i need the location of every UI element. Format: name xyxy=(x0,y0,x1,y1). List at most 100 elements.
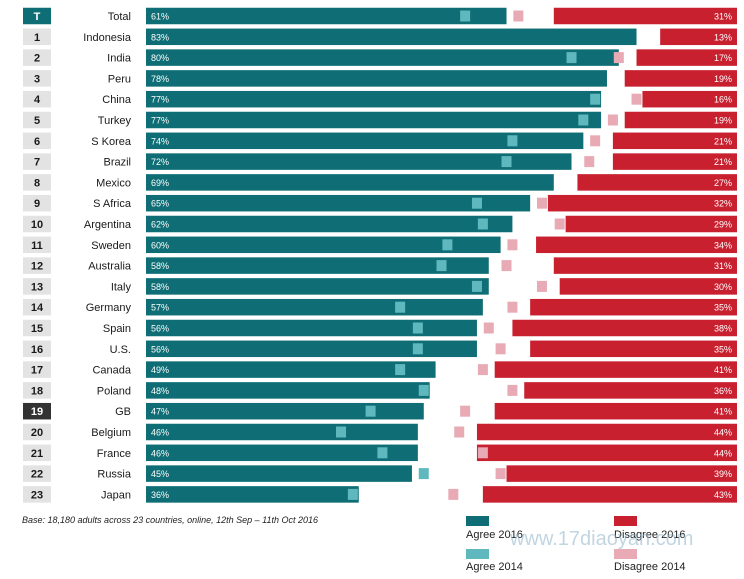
marker-agree-2014-australia xyxy=(436,260,447,272)
rank-label-spain: 15 xyxy=(31,323,43,335)
bar-agree-2016-sweden xyxy=(146,236,501,254)
bar-agree-2016-s-africa xyxy=(146,194,531,212)
bar-agree-2016-brazil xyxy=(146,153,572,170)
rank-label-brazil: 7 xyxy=(34,157,40,169)
bar-agree-2016-canada xyxy=(146,361,436,378)
country-label-sweden: Sweden xyxy=(91,240,131,252)
bar-disagree-2016-turkey xyxy=(624,111,737,129)
chart-footnote: Base: 18,180 adults across 23 countries,… xyxy=(22,515,318,525)
label-agree-2016-sweden: 60% xyxy=(151,240,169,250)
bar-disagree-2016-italy xyxy=(559,278,737,295)
label-disagree-2016-indonesia: 13% xyxy=(714,32,732,42)
label-agree-2016-germany: 57% xyxy=(151,303,169,313)
label-disagree-2016-peru: 19% xyxy=(714,74,732,84)
label-disagree-2016-u-s: 35% xyxy=(714,344,732,354)
rank-label-germany: 14 xyxy=(31,302,44,314)
bar-agree-2016-u-s xyxy=(146,340,477,358)
chart-rows: T Total 61% 31% 1 Indonesia 83% 13% 2 India 80% 17%… xyxy=(23,7,737,503)
marker-disagree-2014-india xyxy=(613,52,624,64)
country-label-s-korea: S Korea xyxy=(91,136,132,148)
legend-swatch-agree-2014 xyxy=(466,549,489,559)
rank-box-russia xyxy=(23,465,51,482)
bar-agree-2016-germany xyxy=(146,298,483,316)
rank-label-argentina: 10 xyxy=(31,219,43,231)
marker-disagree-2014-spain xyxy=(483,322,494,334)
rank-box-germany xyxy=(23,298,51,316)
label-disagree-2016-spain: 38% xyxy=(714,324,732,334)
country-label-s-africa: S Africa xyxy=(93,198,132,210)
rank-box-italy xyxy=(23,278,51,295)
rank-label-belgium: 20 xyxy=(31,427,43,439)
rank-label-gb: 19 xyxy=(31,406,43,418)
label-agree-2016-france: 46% xyxy=(151,448,169,458)
marker-agree-2014-italy xyxy=(471,280,482,292)
marker-disagree-2014-sweden xyxy=(507,239,518,251)
country-label-spain: Spain xyxy=(103,323,131,335)
label-disagree-2016-australia: 31% xyxy=(714,261,732,271)
bar-disagree-2016-japan xyxy=(482,486,737,503)
bar-disagree-2016-australia xyxy=(553,257,737,274)
bar-disagree-2016-sweden xyxy=(536,236,737,254)
rank-box-argentina xyxy=(23,215,51,233)
rank-box-australia xyxy=(23,257,51,274)
label-agree-2016-australia: 58% xyxy=(151,261,169,271)
country-label-gb: GB xyxy=(115,406,131,418)
bar-disagree-2016-indonesia xyxy=(660,28,737,46)
rank-label-italy: 13 xyxy=(31,281,43,293)
marker-agree-2014-turkey xyxy=(578,114,589,126)
label-agree-2016-china: 77% xyxy=(151,95,169,105)
rank-box-china xyxy=(23,90,51,108)
rank-label-india: 2 xyxy=(34,53,40,65)
country-label-germany: Germany xyxy=(86,302,132,314)
bar-disagree-2016-s-korea xyxy=(612,132,737,150)
label-agree-2016-russia: 45% xyxy=(151,469,169,479)
bar-agree-2016-argentina xyxy=(146,215,513,233)
label-disagree-2016-india: 17% xyxy=(714,53,732,63)
bar-disagree-2016-china xyxy=(642,90,737,108)
label-disagree-2016-france: 44% xyxy=(714,448,732,458)
label-disagree-2016-sweden: 34% xyxy=(714,240,732,250)
rank-box-spain xyxy=(23,319,51,337)
label-agree-2016-u-s: 56% xyxy=(151,344,169,354)
label-disagree-2016-argentina: 29% xyxy=(714,220,732,230)
bar-disagree-2016-gb xyxy=(494,402,737,420)
rank-label-peru: 3 xyxy=(34,73,40,85)
marker-agree-2014-argentina xyxy=(477,218,488,230)
label-disagree-2016-italy: 30% xyxy=(714,282,732,292)
marker-disagree-2014-brazil xyxy=(584,156,595,168)
marker-agree-2014-u-s xyxy=(412,343,423,355)
label-agree-2016-mexico: 69% xyxy=(151,178,169,188)
country-label-india: India xyxy=(107,53,132,65)
rank-box-indonesia xyxy=(23,28,51,46)
label-disagree-2016-s-africa: 32% xyxy=(714,199,732,209)
marker-disagree-2014-australia xyxy=(501,260,512,272)
legend-swatch-agree-2016 xyxy=(466,516,489,526)
label-disagree-2016-russia: 39% xyxy=(714,469,732,479)
country-label-italy: Italy xyxy=(111,281,132,293)
marker-agree-2014-brazil xyxy=(501,156,512,168)
label-disagree-2016-belgium: 44% xyxy=(714,428,732,438)
label-agree-2016-turkey: 77% xyxy=(151,116,169,126)
rank-label-sweden: 11 xyxy=(31,240,43,252)
marker-disagree-2014-s-africa xyxy=(536,197,547,209)
country-label-canada: Canada xyxy=(92,365,131,377)
marker-agree-2014-india xyxy=(566,52,577,64)
marker-disagree-2014-canada xyxy=(477,364,488,376)
label-agree-2016-peru: 78% xyxy=(151,74,169,84)
bar-agree-2016-australia xyxy=(146,257,489,274)
country-label-belgium: Belgium xyxy=(91,427,131,439)
rank-label-total: T xyxy=(34,11,41,23)
bar-agree-2016-spain xyxy=(146,319,477,337)
bar-agree-2016-indonesia xyxy=(146,28,637,46)
bar-disagree-2016-belgium xyxy=(476,423,737,441)
rank-label-australia: 12 xyxy=(31,261,43,273)
marker-agree-2014-sweden xyxy=(442,239,453,251)
rank-box-india xyxy=(23,49,51,66)
bar-agree-2016-italy xyxy=(146,278,489,295)
rank-box-brazil xyxy=(23,153,51,170)
label-agree-2016-japan: 36% xyxy=(151,490,169,500)
bar-agree-2016-france xyxy=(146,444,418,462)
rank-label-u-s: 16 xyxy=(31,344,43,356)
country-label-japan: Japan xyxy=(101,489,131,501)
label-agree-2016-s-korea: 74% xyxy=(151,136,169,146)
